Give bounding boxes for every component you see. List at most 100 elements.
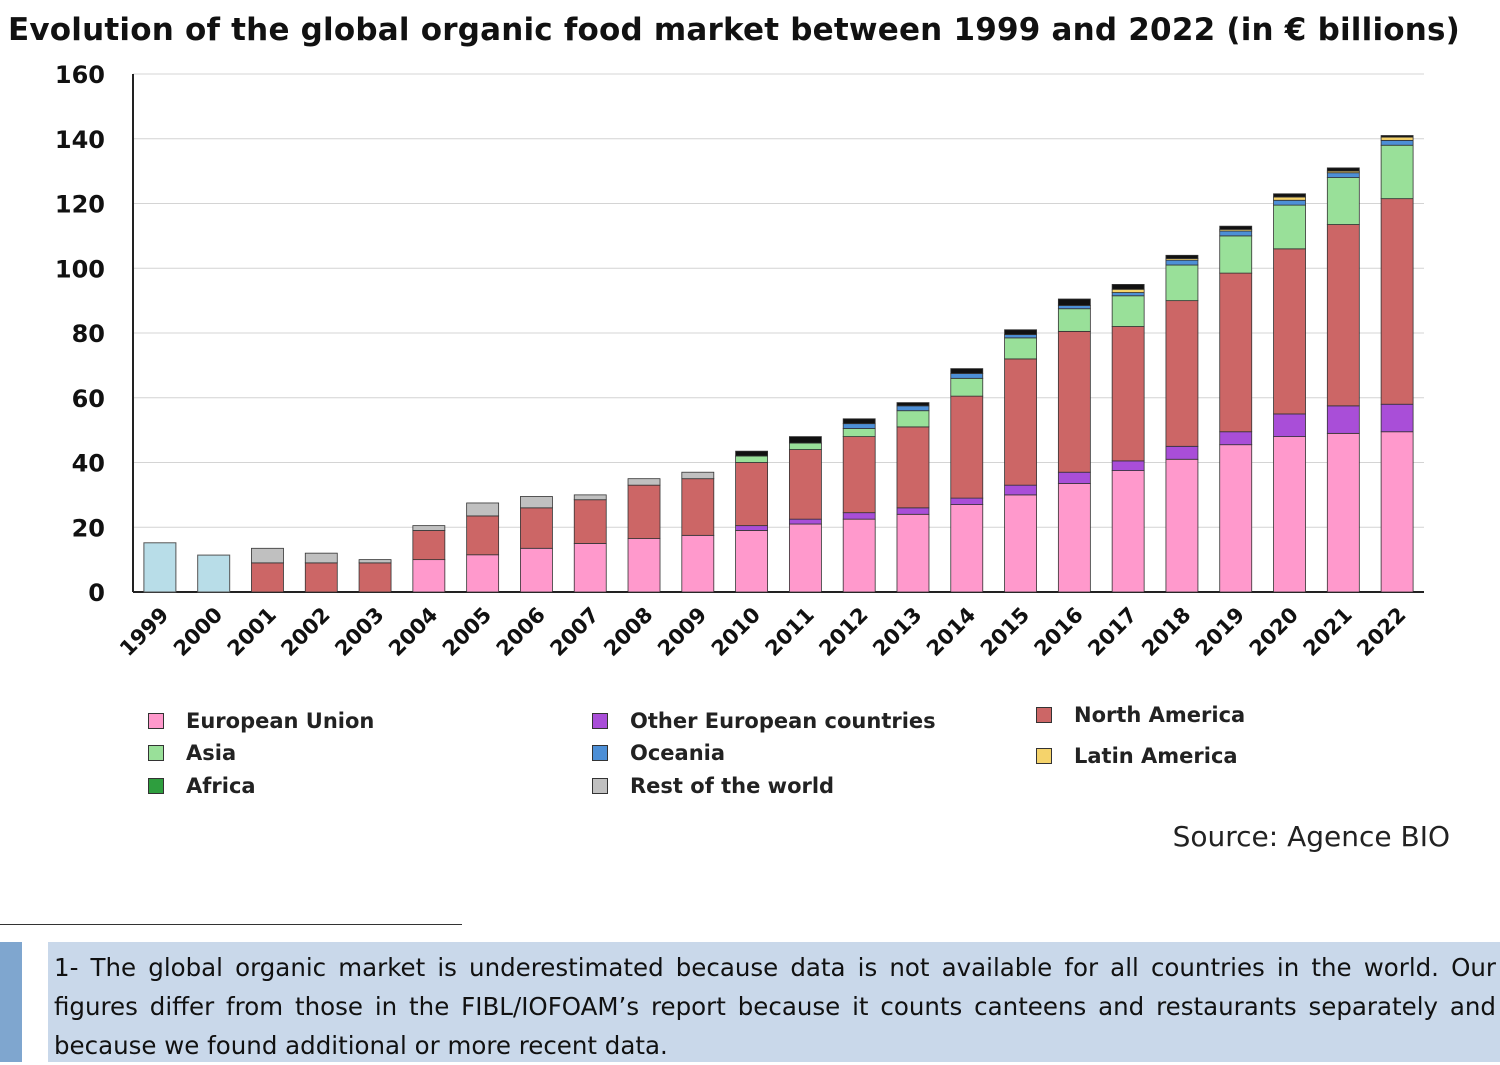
bar-segment-2022-latin-america <box>1380 136 1414 141</box>
legend-swatch <box>148 778 164 794</box>
bar-segment-2004-rest-of-the-world <box>412 525 446 531</box>
bar-segment-2020-latin-america <box>1273 196 1306 201</box>
y-tick-label: 120 <box>55 191 105 219</box>
bar-segment-2010-other <box>735 450 769 457</box>
legend-item-latin-america: Latin America <box>1036 744 1238 768</box>
bar-segment-2016-other-european-countries <box>1057 471 1091 484</box>
bar-segment-2021-asia <box>1326 177 1360 225</box>
x-tick-label: 2002 <box>277 603 335 661</box>
bar-segment-2019-european-union <box>1219 444 1253 593</box>
bar-segment-2013-european-union <box>896 513 930 593</box>
bar-segment-2015-other-european-countries <box>1004 484 1037 496</box>
bar-segment-2012-asia <box>842 428 876 438</box>
bar-segment-2010-north-america <box>735 462 769 527</box>
bar-segment-2006-north-america <box>520 507 553 549</box>
bar-segment-2011-other <box>788 436 822 444</box>
source-note: Source: Agence BIO <box>1172 820 1450 853</box>
bar-segment-2017-other-european-countries <box>1111 460 1145 471</box>
x-tick-label: 2003 <box>330 603 388 661</box>
x-tick-label: 2016 <box>1030 603 1088 661</box>
x-tick-label: 2014 <box>922 603 980 661</box>
bar-segment-2021-north-america <box>1326 224 1360 407</box>
bar-segment-2020-oceania <box>1273 199 1306 206</box>
legend-swatch <box>1036 748 1052 764</box>
legend-label: Oceania <box>630 741 726 765</box>
bar-segment-2019-north-america <box>1219 272 1253 433</box>
legend-swatch <box>592 778 608 794</box>
y-tick-label: 0 <box>88 579 105 607</box>
bar-segment-2015-other <box>1004 329 1037 336</box>
bar-segment-2017-latin-america <box>1111 288 1145 293</box>
bar-segment-2020-asia <box>1273 204 1306 250</box>
legend-label: Africa <box>186 774 256 798</box>
bar-segment-2022-asia <box>1380 144 1414 200</box>
y-tick-label: 60 <box>72 385 105 413</box>
bar-segment-2002-rest-of-the-world <box>304 552 338 564</box>
bar-segment-2018-asia <box>1165 264 1199 302</box>
x-tick-label: 2011 <box>761 603 819 661</box>
bar-segment-2017-european-union <box>1111 470 1145 593</box>
bar-segment-2016-other <box>1057 298 1091 306</box>
bar-segment-2013-asia <box>896 410 930 428</box>
legend-item-european-union: European Union <box>148 709 374 733</box>
legend-label: European Union <box>186 709 375 733</box>
bar-segment-2015-asia <box>1004 337 1037 360</box>
bar-segment-2007-european-union <box>573 543 607 593</box>
bar-segment-2016-north-america <box>1057 330 1091 473</box>
legend-item-other-european-countries: Other European countries <box>592 709 936 733</box>
bar-segment-2017-asia <box>1111 295 1145 327</box>
bar-segment-2022-other-european-countries <box>1380 403 1414 433</box>
footnote-accent-bar <box>0 942 22 1062</box>
x-tick-label: 2022 <box>1352 603 1410 661</box>
bar-segment-2005-north-america <box>466 515 500 556</box>
bar-segment-2018-other <box>1165 254 1199 259</box>
legend-item-north-america: North America <box>1036 703 1245 727</box>
x-tick-label: 2019 <box>1191 603 1249 661</box>
bar-segment-2011-european-union <box>788 523 822 593</box>
bar-segment-2013-oceania <box>896 405 930 412</box>
bar-segment-2021-european-union <box>1326 432 1360 593</box>
legend-item-africa: Africa <box>148 774 256 798</box>
bar-segment-2022-north-america <box>1380 198 1414 405</box>
bar-segment-2003-rest-of-the-world <box>358 559 392 564</box>
x-tick-label: 2000 <box>169 603 227 661</box>
bar-segment-2021-other <box>1326 167 1360 172</box>
bar-segment-2005-rest-of-the-world <box>466 502 500 517</box>
bar-segment-2014-other-european-countries <box>950 497 984 505</box>
bar-segment-total-2000 <box>197 554 231 593</box>
bar-segment-2016-oceania <box>1057 305 1091 310</box>
bar-segment-2010-european-union <box>735 530 769 593</box>
legend-label: Asia <box>186 741 237 765</box>
bar-segment-2011-asia <box>788 442 822 450</box>
legend-label: Rest of the world <box>630 774 835 798</box>
bar-segment-2002-north-america <box>304 562 338 593</box>
chart-title: Evolution of the global organic food mar… <box>8 12 1461 48</box>
legend-swatch <box>592 713 608 729</box>
footnote: 1- The global organic market is underest… <box>48 942 1500 1062</box>
x-tick-label: 2012 <box>814 603 872 661</box>
x-tick-label: 2005 <box>438 603 496 661</box>
bar-segment-2015-north-america <box>1004 358 1037 486</box>
footnote-divider <box>0 924 462 925</box>
bar-segment-2021-other-european-countries <box>1326 405 1360 434</box>
legend-item-rest-of-the-world: Rest of the world <box>592 774 834 798</box>
bar-segment-2010-other-european-countries <box>735 525 769 531</box>
bar-segment-2011-other-european-countries <box>788 518 822 525</box>
bar-segment-2018-european-union <box>1165 458 1199 593</box>
bar-segment-2013-other-european-countries <box>896 507 930 515</box>
bar-segment-2021-oceania <box>1326 172 1360 178</box>
bar-segment-2015-european-union <box>1004 494 1037 593</box>
y-tick-label: 160 <box>55 61 105 89</box>
bar-segment-2015-oceania <box>1004 334 1037 339</box>
bar-segment-2003-north-america <box>358 562 392 593</box>
bar-segment-2022-oceania <box>1380 139 1414 146</box>
bar-segment-2012-oceania <box>842 423 876 429</box>
bar-segment-2018-oceania <box>1165 259 1199 266</box>
bar-segment-2009-north-america <box>681 478 715 536</box>
bar-segment-2017-oceania <box>1111 292 1145 297</box>
x-tick-label: 2006 <box>492 603 550 661</box>
bar-segment-2017-other <box>1111 284 1145 290</box>
bar-segment-2019-other <box>1219 225 1253 230</box>
bar-segment-2016-asia <box>1057 308 1091 332</box>
bar-segment-2019-oceania <box>1219 230 1253 237</box>
